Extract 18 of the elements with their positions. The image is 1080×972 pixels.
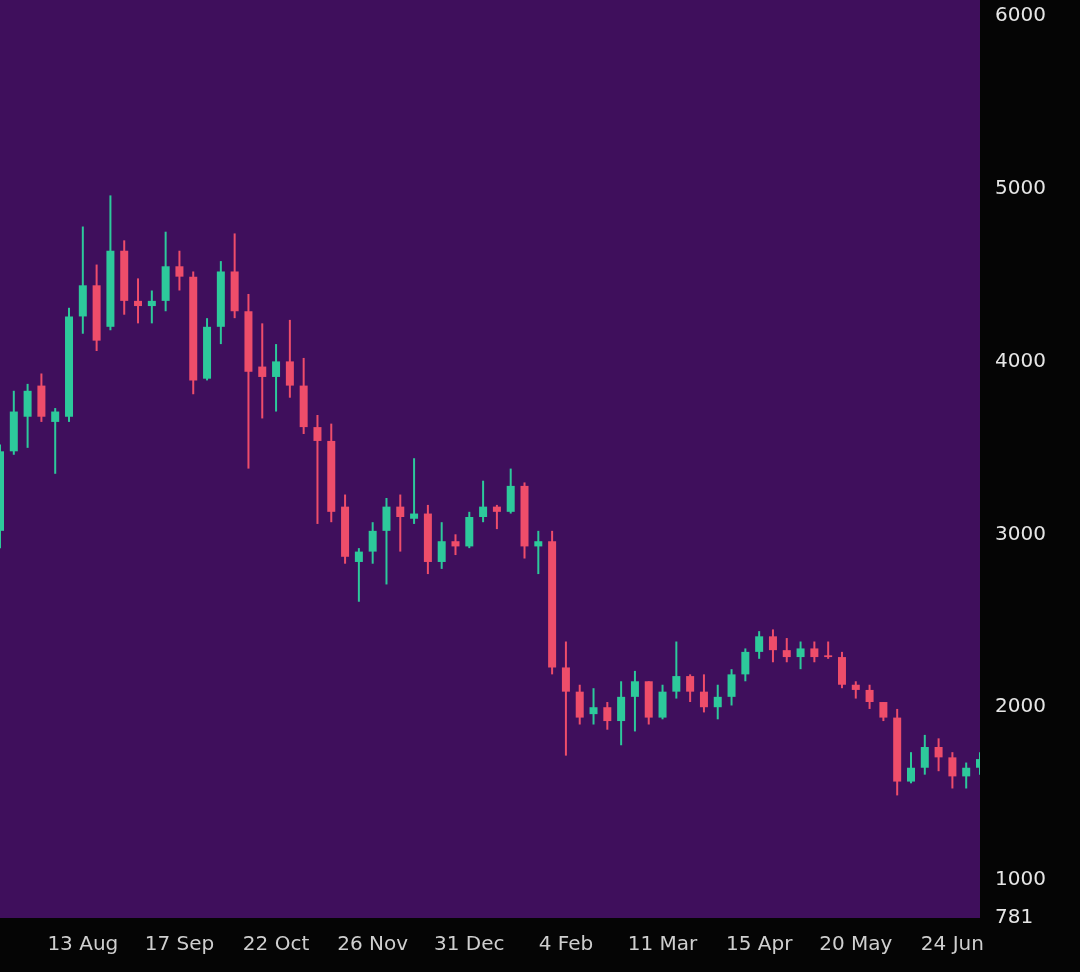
x-tick-label: 26 Nov [337, 931, 409, 956]
x-tick-label: 22 Oct [242, 931, 310, 956]
x-tick-label: 11 Mar [627, 931, 699, 956]
y-tick-label: 781 [995, 904, 1034, 929]
x-tick-label: 24 Jun [920, 931, 984, 956]
y-tick-label: 6000 [995, 1, 1046, 26]
y-tick-label: 1000 [995, 866, 1046, 891]
x-tick-label: 31 Dec [434, 931, 505, 956]
candlestick [410, 458, 419, 524]
y-tick-label: 5000 [995, 174, 1046, 199]
y-tick-label: 4000 [995, 347, 1046, 372]
x-tick-label: 20 May [819, 931, 893, 956]
x-tick-label: 15 Apr [725, 931, 794, 956]
y-tick-label: 2000 [995, 693, 1046, 718]
x-tick-label: 4 Feb [538, 931, 594, 956]
x-tick-label: 17 Sep [144, 931, 215, 956]
x-tick-label: 13 Aug [47, 931, 119, 956]
y-tick-label: 3000 [995, 520, 1046, 545]
